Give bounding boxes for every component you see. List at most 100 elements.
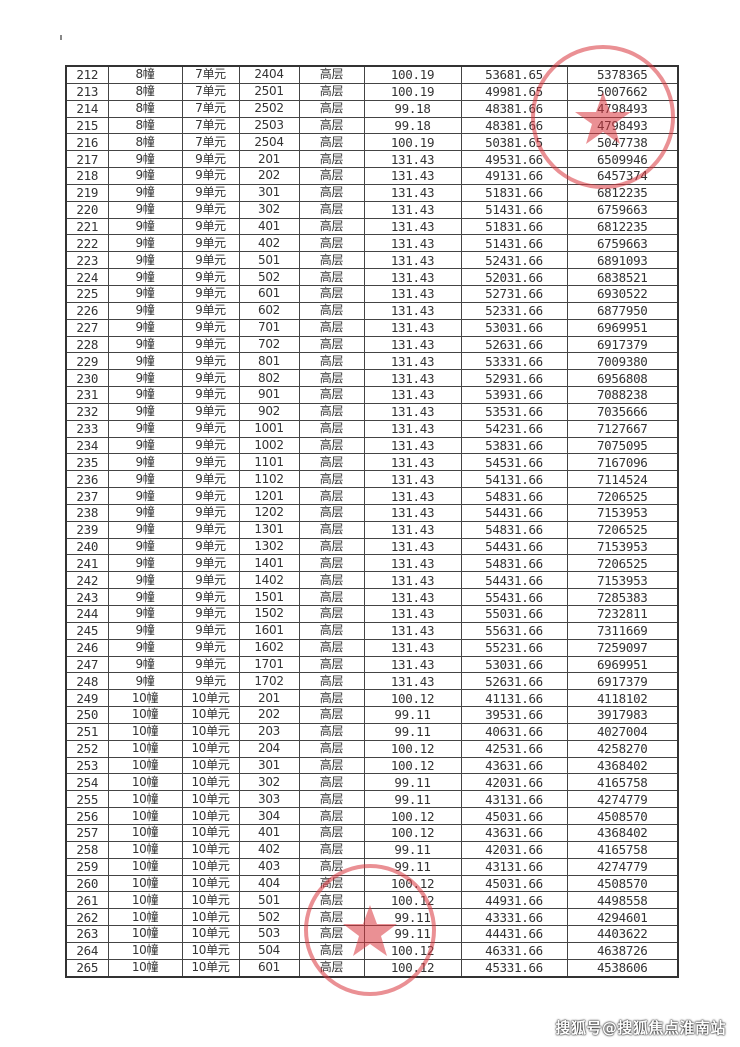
total-price-cell: 6969951	[566, 655, 679, 674]
row-number-cell: 247	[65, 655, 109, 674]
area-cell: 131.43	[363, 672, 462, 691]
type-cell: 高层	[298, 571, 365, 590]
total-price-cell: 7035666	[566, 402, 679, 421]
total-price-cell: 7206525	[566, 554, 679, 573]
row-number-cell: 251	[65, 722, 109, 741]
total-price-cell: 7206525	[566, 520, 679, 539]
room-number-cell: 302	[238, 200, 300, 219]
building-cell: 9幢	[107, 386, 183, 404]
type-cell: 高层	[298, 419, 365, 438]
unit-cell: 9单元	[181, 588, 240, 606]
area-cell: 100.19	[363, 133, 462, 152]
unit-price-cell: 41131.66	[460, 689, 568, 708]
unit-cell: 7单元	[181, 82, 240, 101]
total-price-cell: 6956808	[566, 369, 679, 388]
room-number-cell: 502	[238, 908, 300, 927]
unit-cell: 9单元	[181, 268, 240, 286]
unit-price-cell: 49981.65	[460, 82, 568, 101]
building-cell: 10幢	[107, 857, 183, 876]
total-price-cell: 4165758	[566, 840, 679, 859]
area-cell: 131.43	[363, 386, 462, 404]
room-number-cell: 1101	[238, 453, 300, 472]
table-row: 217 9幢 9单元 201 高层 131.43 49531.66 6509946	[65, 150, 679, 169]
building-cell: 9幢	[107, 268, 183, 286]
unit-price-cell: 53031.66	[460, 318, 568, 337]
total-price-cell: 7127667	[566, 419, 679, 438]
row-number-cell: 253	[65, 756, 109, 775]
table-row: 259 10幢 10单元 403 高层 99.11 43131.66 4274779	[65, 857, 679, 876]
unit-cell: 9单元	[181, 352, 240, 371]
row-number-cell: 215	[65, 116, 109, 135]
unit-cell: 9单元	[181, 419, 240, 438]
row-number-cell: 243	[65, 588, 109, 606]
type-cell: 高层	[298, 739, 365, 758]
table-row: 230 9幢 9单元 802 高层 131.43 52931.66 6956808	[65, 369, 679, 388]
area-cell: 131.43	[363, 284, 462, 303]
area-cell: 99.11	[363, 908, 462, 927]
area-cell: 131.43	[363, 234, 462, 253]
table-row: 252 10幢 10单元 204 高层 100.12 42531.66 4258270	[65, 739, 679, 758]
table-row: 251 10幢 10单元 203 高层 99.11 40631.66 4027004	[65, 722, 679, 741]
row-number-cell: 230	[65, 369, 109, 388]
room-number-cell: 2404	[238, 65, 300, 84]
total-price-cell: 6509946	[566, 150, 679, 169]
building-cell: 9幢	[107, 571, 183, 590]
total-price-cell: 6759663	[566, 200, 679, 219]
row-number-cell: 246	[65, 638, 109, 657]
table-row: 249 10幢 10单元 201 高层 100.12 41131.66 4118102	[65, 689, 679, 708]
unit-price-cell: 40631.66	[460, 722, 568, 741]
unit-cell: 9单元	[181, 150, 240, 169]
total-price-cell: 7114524	[566, 470, 679, 489]
type-cell: 高层	[298, 487, 365, 505]
building-cell: 10幢	[107, 840, 183, 859]
row-number-cell: 249	[65, 689, 109, 708]
row-number-cell: 257	[65, 823, 109, 842]
type-cell: 高层	[298, 183, 365, 202]
total-price-cell: 6917379	[566, 335, 679, 354]
table-row: 248 9幢 9单元 1702 高层 131.43 52631.66 6917379	[65, 672, 679, 691]
room-number-cell: 303	[238, 790, 300, 809]
table-row: 238 9幢 9单元 1202 高层 131.43 54431.66 7153953	[65, 503, 679, 522]
unit-price-cell: 55431.66	[460, 588, 568, 606]
table-row: 214 8幢 7单元 2502 高层 99.18 48381.66 4798493	[65, 99, 679, 118]
row-number-cell: 241	[65, 554, 109, 573]
area-cell: 131.43	[363, 268, 462, 286]
unit-cell: 10单元	[181, 958, 240, 978]
unit-cell: 9单元	[181, 386, 240, 404]
table-row: 245 9幢 9单元 1601 高层 131.43 55631.66 7311669	[65, 621, 679, 640]
unit-cell: 9单元	[181, 251, 240, 270]
type-cell: 高层	[298, 874, 365, 893]
total-price-cell: 4498558	[566, 891, 679, 910]
type-cell: 高层	[298, 621, 365, 640]
table-row: 227 9幢 9单元 701 高层 131.43 53031.66 6969951	[65, 318, 679, 337]
building-cell: 9幢	[107, 655, 183, 674]
table-row: 234 9幢 9单元 1002 高层 131.43 53831.66 7075095	[65, 436, 679, 455]
table-row: 212 8幢 7单元 2404 高层 100.19 53681.65 5378365	[65, 65, 679, 84]
table-row: 229 9幢 9单元 801 高层 131.43 53331.66 7009380	[65, 352, 679, 371]
row-number-cell: 261	[65, 891, 109, 910]
row-number-cell: 219	[65, 183, 109, 202]
type-cell: 高层	[298, 840, 365, 859]
type-cell: 高层	[298, 958, 365, 978]
unit-cell: 10单元	[181, 706, 240, 724]
unit-price-cell: 43131.66	[460, 790, 568, 809]
area-cell: 100.12	[363, 891, 462, 910]
area-cell: 100.12	[363, 739, 462, 758]
building-cell: 8幢	[107, 65, 183, 84]
unit-cell: 10单元	[181, 908, 240, 927]
building-cell: 9幢	[107, 537, 183, 556]
building-cell: 10幢	[107, 823, 183, 842]
table-row: 216 8幢 7单元 2504 高层 100.19 50381.65 5047738	[65, 133, 679, 152]
area-cell: 100.19	[363, 65, 462, 84]
room-number-cell: 1302	[238, 537, 300, 556]
total-price-cell: 6759663	[566, 234, 679, 253]
total-price-cell: 6969951	[566, 318, 679, 337]
unit-price-cell: 53331.66	[460, 352, 568, 371]
table-row: 256 10幢 10单元 304 高层 100.12 45031.66 4508570	[65, 807, 679, 825]
building-cell: 9幢	[107, 402, 183, 421]
unit-cell: 10单元	[181, 857, 240, 876]
unit-price-cell: 46331.66	[460, 941, 568, 960]
unit-cell: 10单元	[181, 739, 240, 758]
table-row: 220 9幢 9单元 302 高层 131.43 51431.66 6759663	[65, 200, 679, 219]
row-number-cell: 223	[65, 251, 109, 270]
